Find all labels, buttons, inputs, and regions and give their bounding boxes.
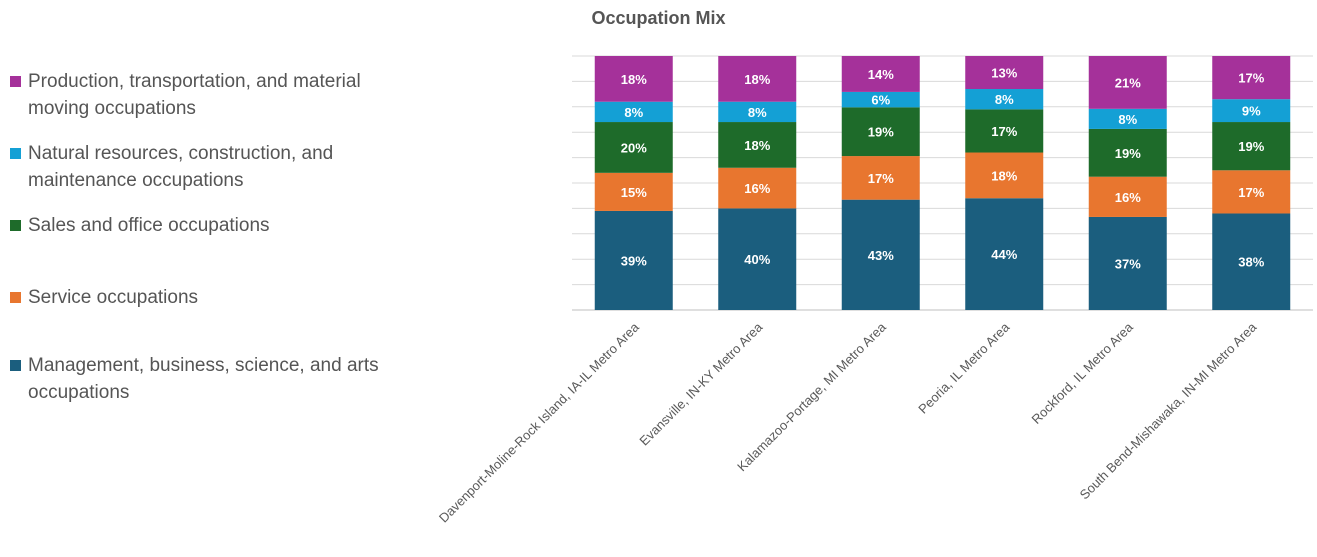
bar-segment <box>965 198 1044 310</box>
data-label: 43% <box>868 248 894 263</box>
bar-segment <box>1088 108 1167 129</box>
x-tick-label: Davenport-Moline-Rock Island, IA-IL Metr… <box>436 319 642 525</box>
bar-segment <box>1212 56 1291 100</box>
x-tick-label: Kalamazoo-Portage, MI Metro Area <box>734 319 889 474</box>
data-label: 8% <box>1118 112 1137 127</box>
legend-swatch <box>10 360 21 371</box>
data-label: 17% <box>1238 71 1264 86</box>
data-label: 17% <box>868 171 894 186</box>
legend-item: Sales and office occupations <box>10 212 418 239</box>
bar-segment <box>965 109 1044 153</box>
legend-swatch <box>10 148 21 159</box>
bar-segment <box>594 101 673 123</box>
bar-segment <box>1088 216 1167 310</box>
bar-segment <box>841 156 920 200</box>
legend-label: Natural resources, construction, and mai… <box>28 143 334 191</box>
data-label: 44% <box>991 247 1017 262</box>
data-label: 40% <box>744 252 770 267</box>
legend-swatch <box>10 76 21 87</box>
bar-segment <box>718 122 797 168</box>
legend-label: Production, transportation, and material… <box>28 71 361 119</box>
data-label: 8% <box>624 105 643 120</box>
data-label: 18% <box>744 72 770 87</box>
data-label: 38% <box>1238 255 1264 270</box>
data-label: 17% <box>991 124 1017 139</box>
bar-segment <box>594 172 673 211</box>
bar-segment <box>718 101 797 123</box>
bar-segment <box>594 56 673 102</box>
data-label: 15% <box>621 185 647 200</box>
bar-segment <box>965 56 1044 90</box>
legend-item: Service occupations <box>10 284 418 311</box>
data-label: 39% <box>621 253 647 268</box>
legend-item: Natural resources, construction, and mai… <box>10 140 418 194</box>
legend-swatch <box>10 292 21 303</box>
data-label: 9% <box>1242 104 1261 119</box>
bar-segment <box>1212 99 1291 123</box>
bar-segment <box>1212 170 1291 214</box>
data-label: 16% <box>1115 190 1141 205</box>
bar-segment <box>718 208 797 310</box>
data-label: 14% <box>868 67 894 82</box>
data-label: 6% <box>871 93 890 108</box>
bar-segment <box>718 56 797 102</box>
legend-item: Production, transportation, and material… <box>10 68 418 122</box>
data-label: 8% <box>748 105 767 120</box>
bar-segment <box>594 122 673 173</box>
data-label: 17% <box>1238 185 1264 200</box>
data-label: 21% <box>1115 75 1141 90</box>
data-label: 8% <box>995 92 1014 107</box>
legend-label: Service occupations <box>28 287 199 308</box>
data-label: 19% <box>868 125 894 140</box>
x-tick-label: Evansville, IN-KY Metro Area <box>636 319 766 449</box>
bar-segment <box>841 91 920 108</box>
data-label: 16% <box>744 181 770 196</box>
bar-segment <box>841 56 920 92</box>
chart-title: Occupation Mix <box>591 8 726 28</box>
data-label: 18% <box>621 72 647 87</box>
bar-segment <box>965 89 1044 110</box>
bar-segment <box>1212 213 1291 310</box>
x-tick-label: Peoria, IL Metro Area <box>915 319 1013 417</box>
legend-swatch <box>10 220 21 231</box>
data-label: 20% <box>621 140 647 155</box>
legend-item: Management, business, science, and arts … <box>10 352 418 406</box>
bar-segment <box>718 167 797 209</box>
data-label: 18% <box>744 138 770 153</box>
legend-label: Management, business, science, and arts … <box>28 355 379 403</box>
data-label: 37% <box>1115 256 1141 271</box>
data-label: 19% <box>1238 139 1264 154</box>
data-label: 18% <box>991 168 1017 183</box>
bar-segment <box>841 199 920 310</box>
x-tick-label: Rockford, IL Metro Area <box>1029 319 1137 427</box>
bar-segment <box>1212 122 1291 171</box>
bar-segment <box>1088 128 1167 177</box>
data-label: 19% <box>1115 146 1141 161</box>
bar-segment <box>1088 176 1167 217</box>
legend-label: Sales and office occupations <box>28 215 270 236</box>
bar-segment <box>1088 56 1167 109</box>
bar-segment <box>965 152 1044 199</box>
bar-segment <box>841 107 920 157</box>
bar-segment <box>594 210 673 310</box>
data-label: 13% <box>991 66 1017 81</box>
